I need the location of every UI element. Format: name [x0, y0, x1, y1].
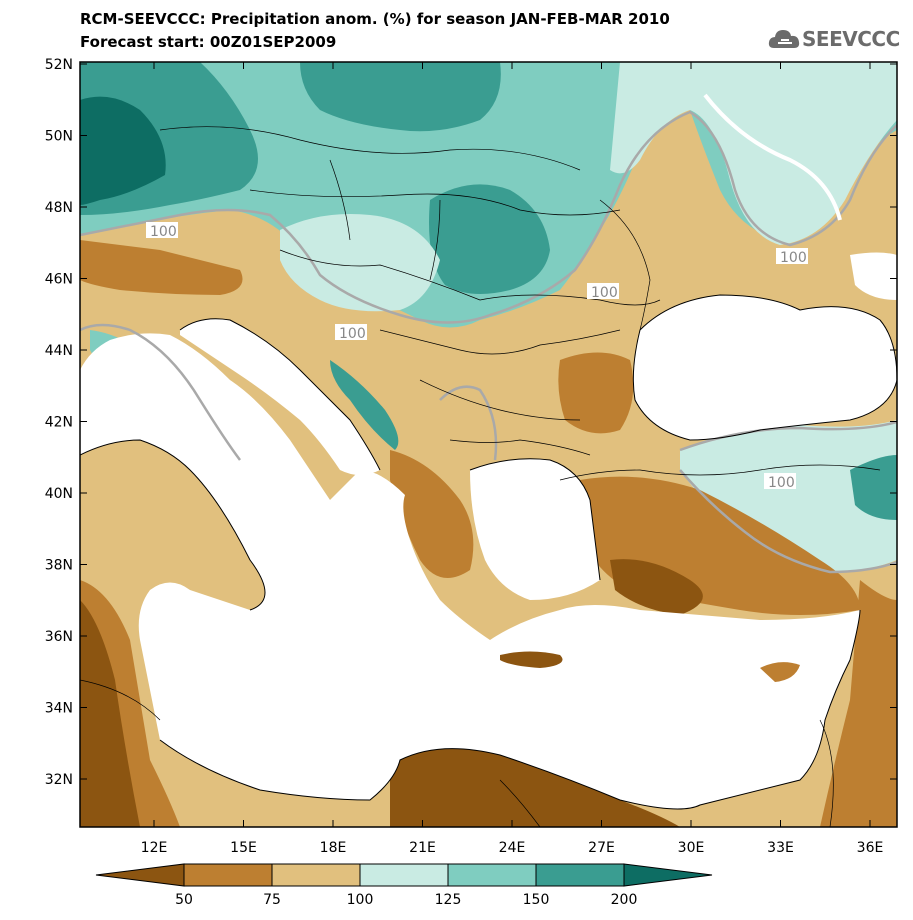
contour-label-1: 100	[146, 222, 178, 240]
contour-label-text: 100	[780, 250, 807, 266]
lon-label: 18E	[320, 840, 347, 856]
colorbar-label: 150	[523, 892, 550, 908]
very-wet-region-poland	[300, 62, 501, 132]
lon-label: 15E	[230, 840, 257, 856]
dry-region-croatia	[80, 240, 243, 295]
lat-label: 34N	[45, 701, 73, 717]
colorbar-segment	[535, 863, 625, 887]
very-wet-region-carpathian	[429, 184, 550, 294]
lat-label: 48N	[45, 200, 73, 216]
sea-azov	[850, 252, 897, 300]
dry-region-greece	[390, 450, 474, 578]
contour-label-2: 100	[335, 324, 367, 342]
lon-label: 36E	[857, 840, 884, 856]
lat-label: 40N	[45, 486, 73, 502]
colorbar-segment	[271, 863, 361, 887]
contour-label-5: 100	[764, 473, 796, 491]
dry-region-bulgaria	[558, 352, 634, 434]
lat-label: 52N	[45, 57, 73, 73]
sea-aegean	[470, 458, 600, 600]
sea-black	[633, 295, 897, 440]
light-wet-region-ukraine	[610, 62, 897, 245]
chart-title: RCM-SEEVCCC: Precipitation anom. (%) for…	[80, 10, 670, 28]
wet-region-anatolia	[680, 420, 897, 572]
latitude-axis: 52N 50N 48N 46N 44N 42N 40N 38N 36N 34N 32N	[45, 57, 897, 788]
coastlines	[80, 294, 897, 810]
wet-strip-dalmatia	[330, 360, 399, 450]
sea-tyrrhenian-mediterranean	[80, 333, 860, 809]
contour-label-text: 100	[591, 285, 618, 301]
seevccc-logo: SEEVCCC	[768, 24, 903, 54]
lat-label: 50N	[45, 129, 73, 145]
lon-label: 27E	[588, 840, 615, 856]
colorbar: 50 75 100 125 150 200	[95, 863, 713, 908]
colorbar-label: 125	[435, 892, 462, 908]
contour-label-text: 100	[768, 475, 795, 491]
sea-adriatic	[180, 318, 380, 475]
lat-label: 44N	[45, 343, 73, 359]
lat-label: 32N	[45, 772, 73, 788]
colorbar-segment	[623, 863, 713, 887]
colorbar-label: 75	[263, 892, 281, 908]
contour-label-text: 100	[150, 224, 177, 240]
lon-label: 24E	[499, 840, 526, 856]
colorbar-segment	[183, 863, 273, 887]
dry-region-libya	[390, 748, 680, 827]
colorbar-segment	[447, 863, 537, 887]
contour-label-4: 100	[776, 248, 808, 266]
lat-label: 38N	[45, 558, 73, 574]
island-cyprus	[760, 662, 800, 682]
lat-label: 46N	[45, 272, 73, 288]
colorbar-label: 200	[611, 892, 638, 908]
island-crete	[500, 651, 563, 668]
cloud-icon	[768, 30, 800, 48]
very-wet-region-anatolia	[850, 455, 897, 520]
dry-region-levant	[820, 580, 897, 827]
forecast-start-label: Forecast start: 00Z01SEP2009	[80, 33, 337, 51]
lon-label: 12E	[141, 840, 168, 856]
logo-text: SEEVCCC	[802, 27, 900, 51]
colorbar-segment	[359, 863, 449, 887]
contour-labels: 100 100 100 100 100	[146, 222, 808, 491]
darkest-wet-nw	[80, 96, 166, 205]
colorbar-label: 100	[347, 892, 374, 908]
lat-label: 42N	[45, 415, 73, 431]
light-wet-region-balkans	[280, 214, 440, 312]
longitude-axis: 12E 15E 18E 21E 24E 27E 30E 33E 36E	[141, 62, 884, 856]
colorbar-label: 50	[175, 892, 193, 908]
map-fields: 100 100 100 100 100	[80, 62, 897, 827]
colorbar-segment	[95, 863, 185, 887]
very-dry-region-africa	[80, 600, 140, 827]
lat-label: 36N	[45, 629, 73, 645]
contour-label-3: 100	[587, 283, 619, 301]
lon-label: 30E	[678, 840, 705, 856]
map-frame	[79, 61, 898, 828]
country-borders	[80, 126, 881, 827]
river-dnieper	[703, 93, 842, 221]
contour-label-text: 100	[339, 326, 366, 342]
lon-label: 21E	[409, 840, 436, 856]
very-dry-region-turkey	[610, 559, 703, 615]
contour-lines	[80, 110, 897, 574]
lon-label: 33E	[767, 840, 794, 856]
